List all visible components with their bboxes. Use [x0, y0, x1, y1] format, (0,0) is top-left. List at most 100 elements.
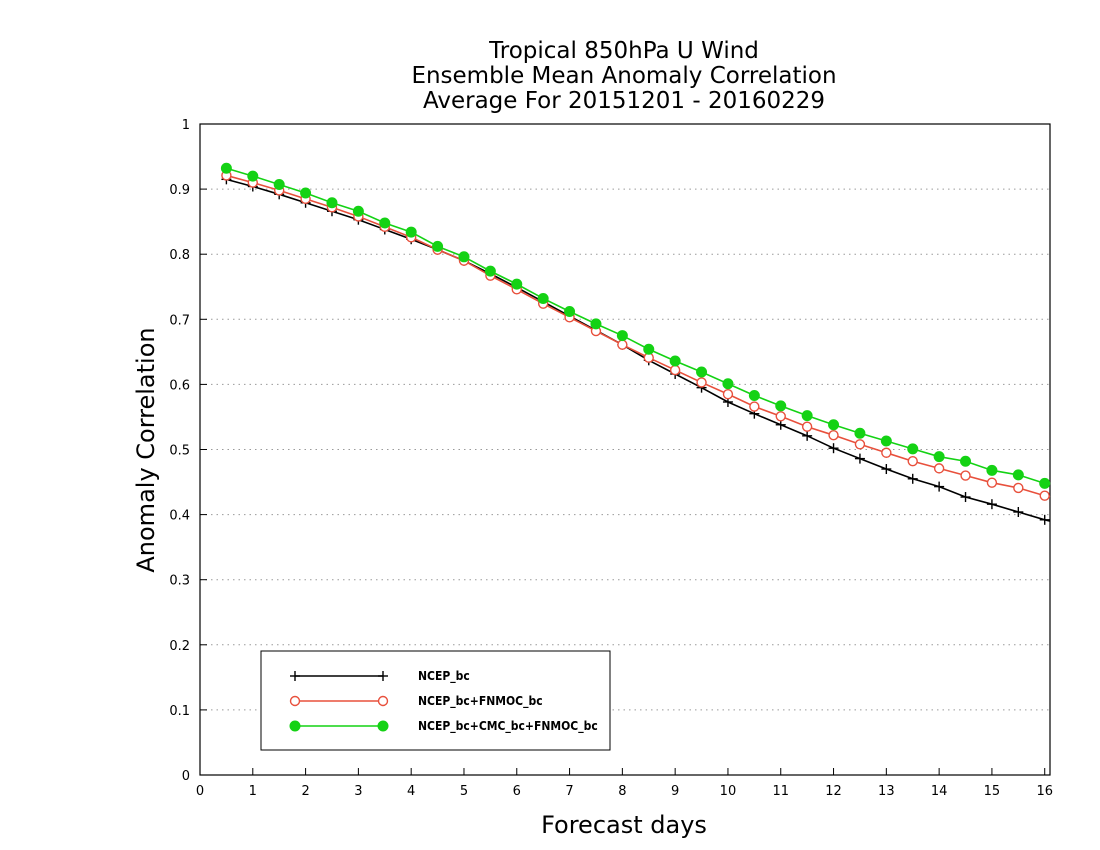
chart-title-line-3: Average For 20151201 - 20160229 — [423, 88, 825, 114]
data-point — [881, 447, 892, 458]
series-line — [226, 178, 1051, 522]
x-tick-label: 9 — [671, 784, 679, 799]
series-1 — [221, 174, 1051, 525]
legend-marker — [377, 720, 389, 732]
grid-lines — [200, 188, 1050, 711]
data-point — [722, 388, 734, 400]
y-tick-label: 0.6 — [169, 378, 190, 393]
data-point — [1013, 482, 1024, 494]
legend-marker — [289, 720, 301, 732]
legend-marker — [289, 695, 301, 707]
y-tick-label: 0 — [182, 769, 190, 784]
x-tick-label: 2 — [301, 784, 309, 799]
legend-label: NCEP_bc — [418, 669, 470, 684]
data-point — [352, 205, 364, 217]
y-tick-label: 0.5 — [169, 444, 190, 459]
data-point — [854, 427, 866, 439]
series-3 — [220, 162, 1051, 489]
data-point — [432, 240, 444, 252]
data-point — [749, 401, 760, 412]
data-point — [696, 366, 708, 378]
data-point — [537, 292, 549, 304]
data-point — [511, 278, 523, 290]
legend-marker — [378, 671, 388, 681]
y-tick-label: 0.7 — [169, 313, 190, 328]
data-point — [907, 473, 918, 484]
y-tick-label: 0.4 — [169, 509, 190, 524]
x-tick-label: 4 — [407, 784, 415, 799]
legend-marker — [377, 695, 389, 707]
data-point — [1013, 506, 1024, 517]
data-point — [960, 470, 971, 481]
legend-label: NCEP_bc+FNMOC_bc — [418, 694, 543, 709]
data-point — [722, 378, 734, 390]
data-point — [986, 477, 998, 488]
data-point — [379, 217, 391, 229]
data-point — [247, 170, 259, 182]
x-tick-label: 11 — [772, 784, 789, 799]
x-tick-label: 13 — [878, 784, 895, 799]
data-point — [643, 343, 655, 355]
data-point — [220, 162, 232, 174]
legend: NCEP_bc NCEP_bc+FNMOC_bc NCEP_bc+CMC_bc+FN… — [260, 650, 611, 751]
series-line — [226, 174, 1051, 498]
y-tick-label: 0.2 — [169, 639, 190, 654]
data-point — [986, 464, 998, 476]
data-point — [616, 330, 628, 342]
y-tick-label: 0.1 — [169, 704, 190, 719]
data-point — [801, 410, 813, 422]
data-point — [907, 443, 919, 455]
y-axis: 0 0.1 0.2 0.3 0.4 0.5 0.6 0.7 0.8 0.9 1 — [169, 118, 207, 784]
data-point — [802, 430, 813, 441]
x-tick-label: 12 — [825, 784, 842, 799]
x-tick-label: 16 — [1036, 784, 1053, 799]
data-point — [617, 339, 628, 350]
data-point — [669, 364, 681, 376]
data-point — [828, 443, 839, 454]
legend-item: NCEP_bc — [290, 669, 470, 684]
x-tick-label: 1 — [249, 784, 257, 799]
x-tick-label: 3 — [354, 784, 362, 799]
data-point — [960, 492, 971, 503]
chart-title-line-2: Ensemble Mean Anomaly Correlation — [411, 63, 836, 89]
y-tick-label: 0.8 — [169, 248, 190, 263]
data-point — [1039, 477, 1051, 489]
series-line — [226, 167, 1051, 486]
data-point — [458, 251, 470, 263]
data-point — [484, 265, 496, 277]
data-point — [775, 400, 787, 412]
x-tick-label: 7 — [565, 784, 573, 799]
x-tick-label: 5 — [460, 784, 468, 799]
x-axis: 0 1 2 3 4 5 6 7 8 9 10 11 12 13 14 15 16 — [196, 768, 1053, 799]
data-point — [828, 419, 840, 431]
data-point — [933, 463, 945, 474]
data-point — [828, 429, 839, 441]
data-point — [933, 451, 945, 463]
series-layer — [220, 162, 1051, 525]
data-point — [934, 481, 945, 492]
x-tick-label: 15 — [984, 784, 1001, 799]
x-axis-label: Forecast days — [541, 811, 707, 839]
data-point — [854, 439, 866, 450]
chart-title-line-1: Tropical 850hPa U Wind — [488, 38, 759, 64]
x-tick-label: 10 — [720, 784, 737, 799]
x-tick-label: 8 — [618, 784, 626, 799]
data-point — [564, 305, 576, 317]
y-axis-label: Anomaly Correlation — [132, 327, 160, 572]
y-tick-label: 0.3 — [169, 574, 190, 589]
data-point — [775, 411, 786, 422]
data-point — [300, 187, 312, 199]
data-point — [748, 389, 760, 401]
data-point — [1039, 490, 1050, 501]
legend-item: NCEP_bc+CMC_bc+FNMOC_bc — [289, 719, 598, 734]
data-point — [986, 499, 997, 510]
legend-marker — [290, 671, 300, 681]
data-point — [907, 456, 918, 467]
legend-item: NCEP_bc+FNMOC_bc — [289, 694, 543, 709]
data-point — [854, 453, 865, 464]
data-point — [801, 421, 813, 432]
data-point — [1039, 514, 1050, 525]
legend-label: NCEP_bc+CMC_bc+FNMOC_bc — [418, 719, 598, 734]
